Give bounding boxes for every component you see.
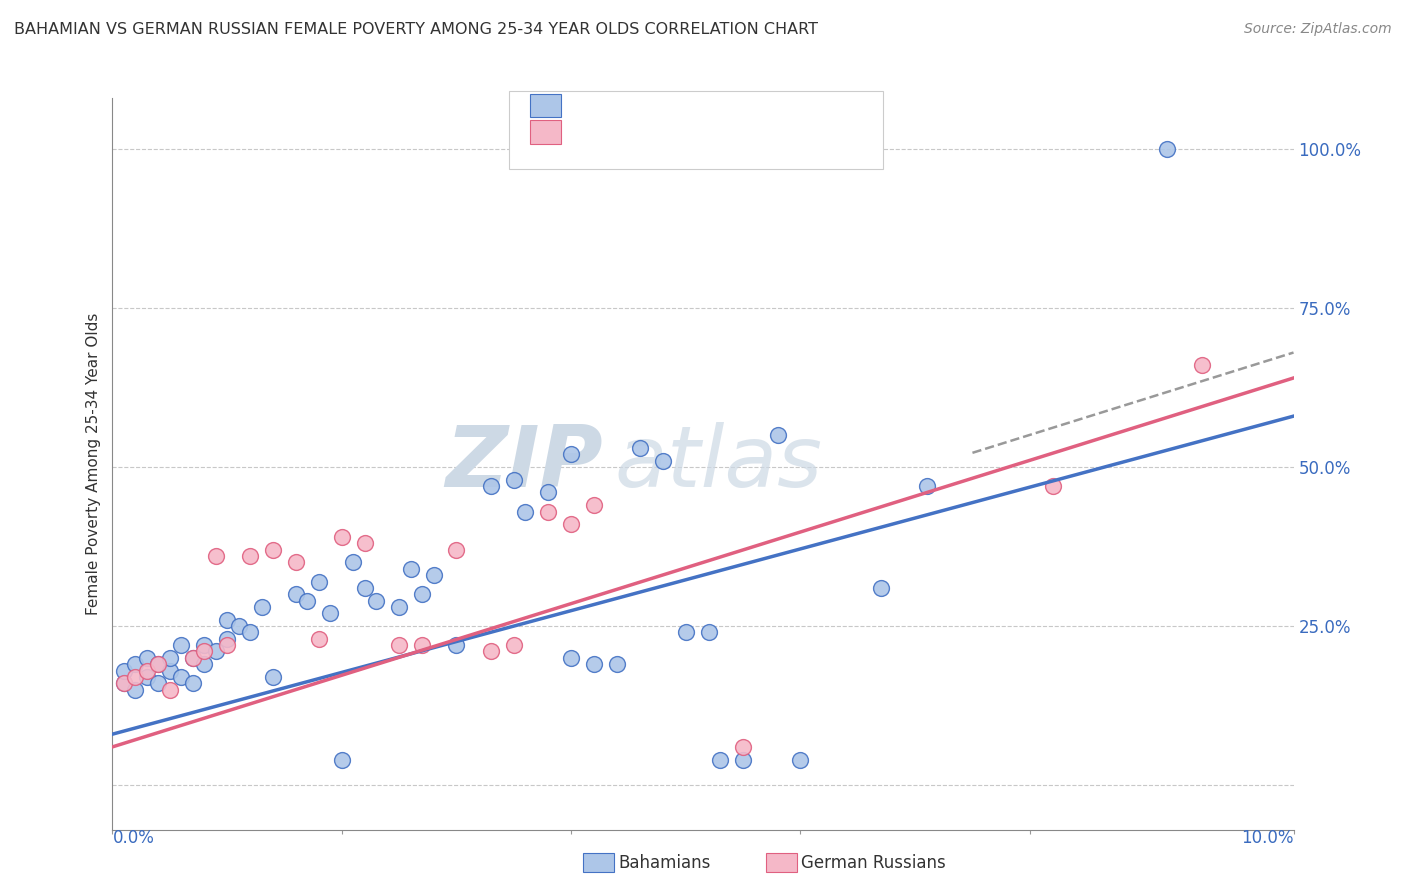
Point	[675, 625, 697, 640]
Point	[446, 638, 468, 652]
Text: Bahamians: Bahamians	[619, 854, 711, 871]
Point	[135, 650, 157, 665]
Point	[479, 644, 502, 658]
Point	[330, 753, 353, 767]
Point	[502, 638, 524, 652]
Point	[366, 593, 388, 607]
Point	[159, 682, 181, 697]
Point	[709, 753, 731, 767]
Point	[583, 498, 606, 512]
Point	[112, 676, 135, 690]
Point	[342, 556, 364, 570]
Point	[148, 657, 170, 672]
Point	[308, 574, 330, 589]
Point	[479, 479, 502, 493]
Point	[697, 625, 720, 640]
Point	[204, 549, 226, 563]
Point	[537, 504, 560, 518]
Point	[446, 542, 468, 557]
Point	[262, 542, 284, 557]
Point	[515, 504, 537, 518]
Point	[502, 473, 524, 487]
Point	[228, 619, 250, 633]
Point	[915, 479, 938, 493]
Point	[789, 753, 811, 767]
Point	[124, 657, 146, 672]
Point	[766, 428, 789, 442]
Point	[193, 644, 215, 658]
Text: 0.0%: 0.0%	[112, 829, 155, 847]
Point	[1191, 358, 1213, 372]
Point	[204, 644, 226, 658]
Point	[388, 638, 411, 652]
Point	[135, 664, 157, 678]
Point	[560, 517, 582, 532]
Point	[193, 638, 215, 652]
Point	[262, 670, 284, 684]
Text: ZIP: ZIP	[444, 422, 603, 506]
Point	[159, 664, 181, 678]
Point	[411, 638, 433, 652]
Point	[330, 530, 353, 544]
Point	[284, 587, 307, 601]
Point	[135, 670, 157, 684]
Point	[733, 753, 755, 767]
Point	[606, 657, 628, 672]
Point	[148, 657, 170, 672]
Point	[217, 632, 239, 646]
Point	[181, 650, 204, 665]
Text: German Russians: German Russians	[801, 854, 946, 871]
Point	[1156, 142, 1178, 156]
Point	[250, 599, 273, 614]
Point	[284, 556, 307, 570]
Point	[651, 453, 673, 467]
Point	[319, 607, 342, 621]
Point	[869, 581, 891, 595]
Point	[124, 682, 146, 697]
Point	[297, 593, 319, 607]
Point	[583, 657, 606, 672]
Text: Source: ZipAtlas.com: Source: ZipAtlas.com	[1244, 22, 1392, 37]
Point	[170, 638, 193, 652]
Point	[181, 676, 204, 690]
Point	[353, 536, 375, 550]
Point	[217, 613, 239, 627]
Text: 10.0%: 10.0%	[1241, 829, 1294, 847]
Point	[159, 650, 181, 665]
Point	[537, 485, 560, 500]
Point	[124, 670, 146, 684]
Point	[399, 562, 422, 576]
Point	[181, 650, 204, 665]
Point	[239, 625, 262, 640]
Point	[422, 568, 444, 582]
Point	[1042, 479, 1064, 493]
Text: BAHAMIAN VS GERMAN RUSSIAN FEMALE POVERTY AMONG 25-34 YEAR OLDS CORRELATION CHAR: BAHAMIAN VS GERMAN RUSSIAN FEMALE POVERT…	[14, 22, 818, 37]
Point	[560, 447, 582, 461]
Text: atlas: atlas	[614, 422, 823, 506]
Point	[170, 670, 193, 684]
Y-axis label: Female Poverty Among 25-34 Year Olds: Female Poverty Among 25-34 Year Olds	[86, 313, 101, 615]
Point	[193, 657, 215, 672]
Point	[628, 441, 651, 455]
Text: R = 0.585   N = 26: R = 0.585 N = 26	[575, 123, 759, 141]
Point	[308, 632, 330, 646]
Point	[353, 581, 375, 595]
Text: R = 0.574   N = 55: R = 0.574 N = 55	[575, 96, 759, 114]
Point	[560, 650, 582, 665]
Point	[148, 676, 170, 690]
Point	[733, 739, 755, 754]
Point	[112, 676, 135, 690]
Point	[411, 587, 433, 601]
Point	[388, 599, 411, 614]
Point	[239, 549, 262, 563]
Point	[217, 638, 239, 652]
Point	[112, 664, 135, 678]
